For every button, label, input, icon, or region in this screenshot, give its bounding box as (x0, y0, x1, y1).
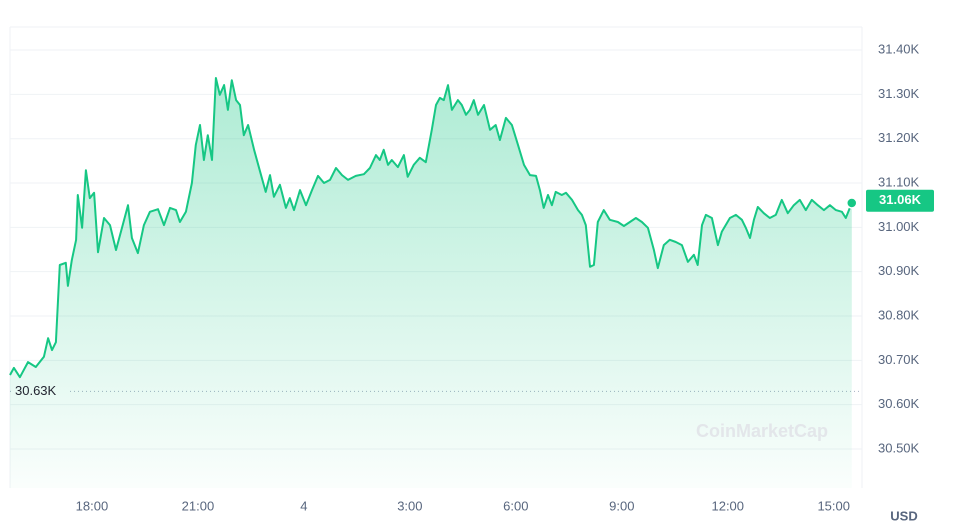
y-tick-label: 31.10K (878, 174, 920, 189)
current-price-label: 31.06K (879, 192, 922, 207)
y-tick-label: 30.50K (878, 440, 920, 455)
reference-label: 30.63K (15, 383, 57, 398)
y-tick-label: 30.90K (878, 263, 920, 278)
x-tick-label: 4 (300, 498, 307, 513)
last-point (846, 197, 858, 209)
x-tick-label: 6:00 (503, 498, 528, 513)
current-price-tag (866, 189, 934, 212)
x-tick-label: 21:00 (182, 498, 215, 513)
x-tick-label: 15:00 (817, 498, 850, 513)
plot (9, 77, 862, 488)
y-tick-label: 31.20K (878, 130, 920, 145)
y-tick-label: 30.70K (878, 352, 920, 367)
y-unit-label: USD (890, 508, 917, 523)
x-tick-label: 9:00 (609, 498, 634, 513)
x-tick-label: 3:00 (397, 498, 422, 513)
price-line (9, 77, 853, 379)
y-tick-label: 31.30K (878, 86, 920, 101)
y-tick-label: 31.40K (878, 41, 920, 56)
x-tick-label: 12:00 (711, 498, 744, 513)
x-tick-label: 18:00 (76, 498, 109, 513)
watermark: CoinMarketCap (696, 421, 828, 441)
labels: 30.50K 30.60K 30.70K 30.80K 30.90K 31.00K 31.1… (15, 41, 934, 513)
y-tick-label: 30.60K (878, 396, 920, 411)
area-fill (10, 78, 852, 488)
y-tick-label: 30.80K (878, 307, 920, 322)
y-tick-label: 31.00K (878, 219, 920, 234)
